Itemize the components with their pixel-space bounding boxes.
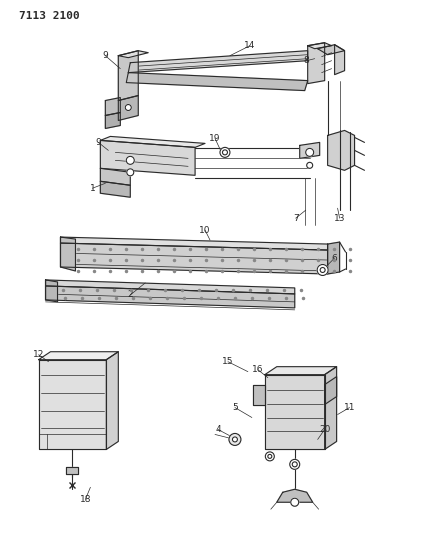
Polygon shape xyxy=(101,181,130,197)
Polygon shape xyxy=(335,45,345,75)
Polygon shape xyxy=(101,140,195,175)
Polygon shape xyxy=(101,136,205,148)
Polygon shape xyxy=(105,112,120,128)
Polygon shape xyxy=(118,51,148,58)
Text: 2: 2 xyxy=(128,290,133,300)
Circle shape xyxy=(265,452,274,461)
Text: 12: 12 xyxy=(33,350,44,359)
Text: 19: 19 xyxy=(209,134,221,143)
Polygon shape xyxy=(325,367,336,449)
Text: 1: 1 xyxy=(89,184,95,193)
Text: 4: 4 xyxy=(215,425,221,434)
Polygon shape xyxy=(325,377,336,405)
Polygon shape xyxy=(318,45,345,55)
Polygon shape xyxy=(327,242,339,274)
Circle shape xyxy=(307,163,313,168)
Text: 14: 14 xyxy=(244,41,256,50)
Circle shape xyxy=(290,459,300,470)
Circle shape xyxy=(229,433,241,446)
Polygon shape xyxy=(105,98,120,116)
Polygon shape xyxy=(118,51,138,101)
Text: 10: 10 xyxy=(199,225,211,235)
Circle shape xyxy=(320,268,325,272)
Polygon shape xyxy=(39,352,118,360)
Circle shape xyxy=(291,498,299,506)
Circle shape xyxy=(223,150,227,155)
Polygon shape xyxy=(265,367,336,375)
Text: 13: 13 xyxy=(334,214,345,223)
Text: 20: 20 xyxy=(319,425,330,434)
Text: 7: 7 xyxy=(293,214,299,223)
Polygon shape xyxy=(39,360,106,449)
Polygon shape xyxy=(300,142,320,158)
Text: 8: 8 xyxy=(304,56,309,65)
Text: 9: 9 xyxy=(102,51,108,60)
Polygon shape xyxy=(106,352,118,449)
Polygon shape xyxy=(308,43,325,84)
Circle shape xyxy=(268,455,272,458)
Circle shape xyxy=(125,104,131,110)
Polygon shape xyxy=(60,237,327,250)
Text: 5: 5 xyxy=(232,403,238,412)
Text: 6: 6 xyxy=(332,254,338,263)
Polygon shape xyxy=(327,131,354,171)
Text: 18: 18 xyxy=(80,495,91,504)
Text: 7113 2100: 7113 2100 xyxy=(19,11,79,21)
Polygon shape xyxy=(118,95,138,120)
Circle shape xyxy=(292,462,297,467)
Polygon shape xyxy=(128,51,308,72)
Text: 11: 11 xyxy=(344,403,355,412)
Circle shape xyxy=(220,148,230,157)
Circle shape xyxy=(306,148,314,156)
Polygon shape xyxy=(253,385,265,405)
Text: 16: 16 xyxy=(252,365,264,374)
Text: 6: 6 xyxy=(292,500,297,508)
Text: 15: 15 xyxy=(222,357,234,366)
Polygon shape xyxy=(66,467,78,474)
Polygon shape xyxy=(277,489,313,502)
Polygon shape xyxy=(308,43,332,49)
Polygon shape xyxy=(60,243,327,274)
Circle shape xyxy=(317,264,328,276)
Polygon shape xyxy=(126,72,308,91)
Text: 9: 9 xyxy=(95,138,101,147)
Polygon shape xyxy=(265,375,325,449)
Circle shape xyxy=(126,156,134,164)
Polygon shape xyxy=(45,280,57,302)
Circle shape xyxy=(127,169,134,176)
Polygon shape xyxy=(60,237,75,271)
Polygon shape xyxy=(101,168,130,185)
Polygon shape xyxy=(45,286,295,308)
Polygon shape xyxy=(45,280,295,294)
Circle shape xyxy=(232,437,238,442)
